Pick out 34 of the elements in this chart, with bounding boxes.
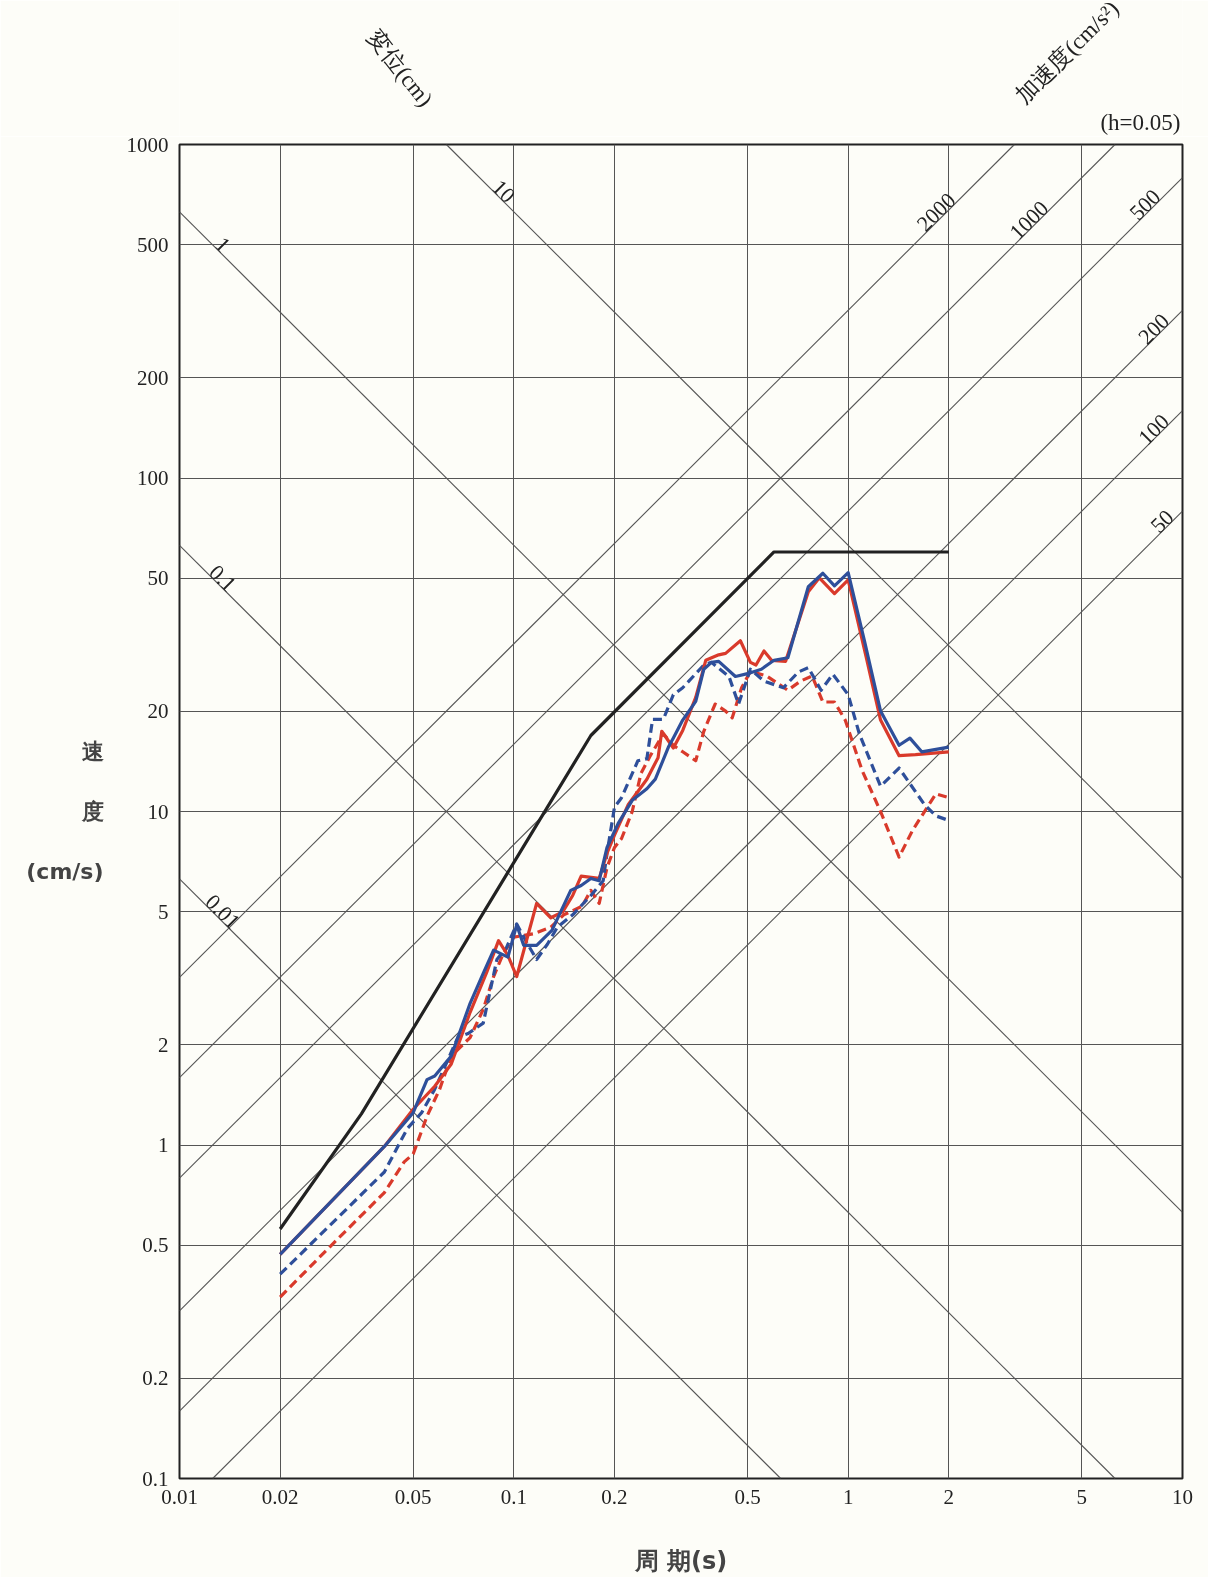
x-tick-label: 0.05	[394, 1484, 432, 1509]
annotation: 10	[487, 174, 521, 208]
y-tick-label: 0.5	[142, 1233, 169, 1258]
annotation: 50	[1145, 504, 1179, 538]
x-tick-label: 10	[1172, 1484, 1193, 1509]
y-tick-label: 2	[158, 1032, 169, 1057]
y-tick-label: 5	[158, 899, 169, 924]
y-tick-label: 50	[147, 566, 169, 591]
annotation: 0.01	[200, 889, 246, 935]
y-tick-label: 100	[137, 466, 169, 490]
annotation: 1	[210, 231, 236, 258]
x-tick-label: 1	[842, 1484, 854, 1509]
x-tick-label: 2	[943, 1484, 955, 1509]
x-tick-label: 0.1	[500, 1484, 527, 1509]
x-axis-title: 周 期(s)	[633, 1546, 728, 1575]
y-tick-label: 1000	[126, 132, 169, 157]
y-tick-label: 0.2	[142, 1366, 169, 1391]
annotation: 100	[1133, 408, 1175, 450]
y-tick-label: 500	[137, 232, 169, 257]
text: (h=0.05)	[1100, 110, 1181, 136]
annotation: 500	[1124, 184, 1166, 226]
y-tick-label: 200	[137, 365, 169, 390]
text: 変位(cm)	[362, 25, 438, 112]
x-tick-label: 0.02	[261, 1484, 299, 1509]
text: 速度(cm/s)	[26, 739, 104, 884]
y-tick-label: 1	[158, 1133, 169, 1157]
annotation: 200	[1133, 308, 1175, 350]
annotation: 0.1	[204, 559, 242, 597]
y-tick-label: 0.1	[142, 1466, 169, 1491]
x-tick-label: 0.5	[734, 1484, 761, 1509]
y-tick-label: 20	[147, 699, 169, 724]
x-tick-label: 5	[1076, 1484, 1088, 1509]
y-tick-label: 10	[147, 799, 169, 824]
x-tick-label: 0.2	[601, 1484, 628, 1509]
